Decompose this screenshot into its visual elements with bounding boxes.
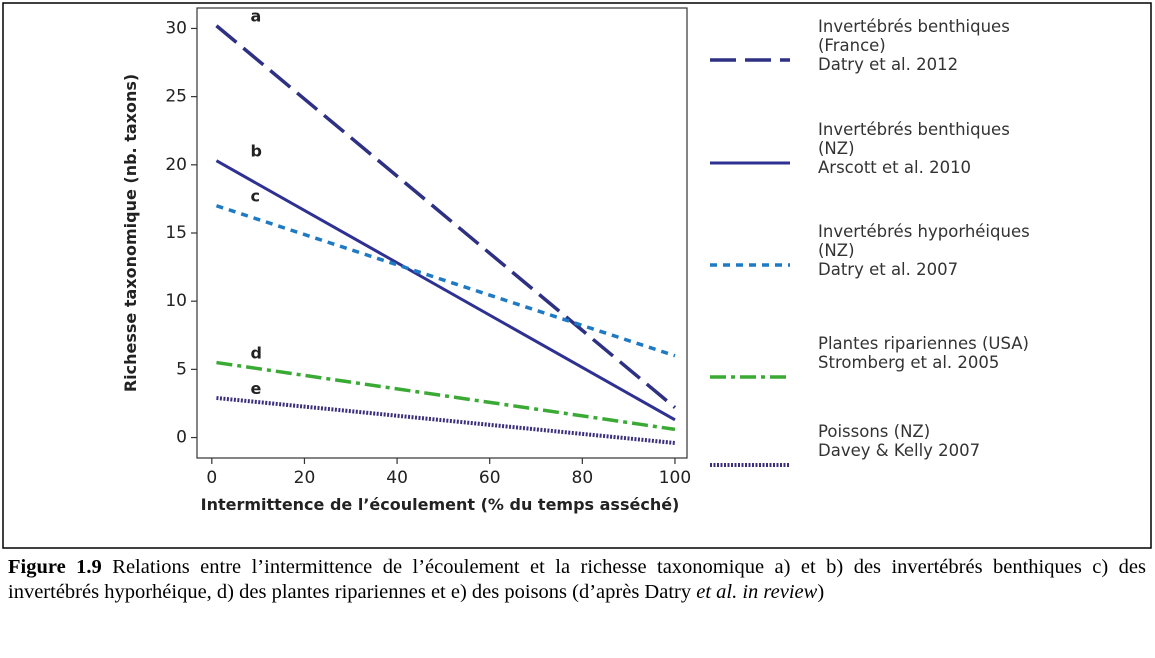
x-tick-label: 20 <box>294 468 316 488</box>
legend-entry: Invertébrés benthiques (France) Datry et … <box>818 17 1030 74</box>
series-letter: b <box>250 142 261 161</box>
x-tick-label: 0 <box>206 468 217 488</box>
caption: Figure 1.9 Relations entre l’intermitten… <box>8 555 1146 605</box>
caption-end: ) <box>817 581 825 603</box>
series-line <box>215 204 676 358</box>
y-tick-label: 25 <box>165 87 187 107</box>
y-tick-label: 30 <box>165 18 187 38</box>
legend-reference: Datry et al. 2007 <box>818 260 959 279</box>
y-axis-title: Richesse taxonomique (nb. taxons) <box>121 74 140 392</box>
series-letter: c <box>250 187 259 206</box>
x-tick-label: 100 <box>659 468 691 488</box>
caption-text: Relations entre l’intermittence de l’éco… <box>8 556 1147 603</box>
y-tick-label: 10 <box>165 291 187 311</box>
legend-reference: Arscott et al. 2010 <box>818 158 972 177</box>
series-letter: d <box>250 344 261 363</box>
y-tick-label: 15 <box>165 223 187 243</box>
legend-name: Plantes ripariennes (USA) <box>818 334 1029 353</box>
plot-frame <box>196 7 688 459</box>
x-tick-label: 60 <box>479 468 501 488</box>
legend-name: Poissons (NZ) <box>818 422 931 441</box>
y-tick-label: 20 <box>165 155 187 175</box>
caption-label: Figure 1.9 <box>8 556 102 578</box>
legend-reference: Davey & Kelly 2007 <box>818 441 981 460</box>
caption-italic: et al. in review <box>696 581 818 603</box>
x-tick-label: 40 <box>386 468 408 488</box>
y-tick-label: 0 <box>176 428 187 448</box>
series-line <box>215 159 676 422</box>
y-tick-label: 5 <box>176 359 187 379</box>
figure-frame <box>2 2 1152 549</box>
legend-entry: Invertébrés hyporhéiques (NZ) Datry et al… <box>818 222 1030 279</box>
legend-entry: Poissons (NZ) Davey & Kelly 2007 <box>818 422 1030 460</box>
legend-name: Invertébrés benthiques (NZ) <box>818 120 1010 158</box>
legend-name: Invertébrés hyporhéiques (NZ) <box>818 222 1030 260</box>
series-letter: e <box>250 379 261 398</box>
x-tick-label: 80 <box>572 468 594 488</box>
legend-name: Invertébrés benthiques (France) <box>818 17 1010 55</box>
x-axis-title: Intermittence de l’écoulement (% du temp… <box>201 495 680 514</box>
legend-entry: Invertébrés benthiques (NZ) Arscott et al… <box>818 120 1030 177</box>
series-letter: a <box>250 7 261 26</box>
series-line <box>216 360 676 432</box>
legend-reference: Datry et al. 2012 <box>818 55 959 74</box>
series-line <box>215 24 677 409</box>
legend-entry: Plantes ripariennes (USA) Stromberg et al… <box>818 334 1030 372</box>
legend-reference: Stromberg et al. 2005 <box>818 353 1000 372</box>
